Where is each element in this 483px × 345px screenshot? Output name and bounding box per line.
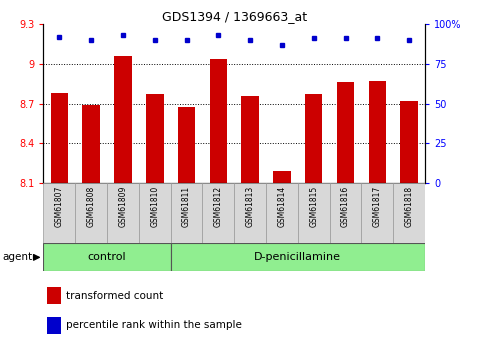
Text: GSM61813: GSM61813 <box>246 186 255 227</box>
Text: control: control <box>88 252 127 262</box>
Bar <box>273 171 291 183</box>
Bar <box>170 243 425 271</box>
Bar <box>178 108 195 183</box>
Text: GSM61818: GSM61818 <box>405 186 413 227</box>
Bar <box>393 183 425 243</box>
Text: agent: agent <box>2 253 32 262</box>
Title: GDS1394 / 1369663_at: GDS1394 / 1369663_at <box>162 10 307 23</box>
Text: D-penicillamine: D-penicillamine <box>255 252 341 262</box>
Text: GSM61810: GSM61810 <box>150 186 159 227</box>
Bar <box>139 183 170 243</box>
Text: percentile rank within the sample: percentile rank within the sample <box>66 321 242 331</box>
Bar <box>107 183 139 243</box>
Bar <box>83 105 100 183</box>
Text: GSM61817: GSM61817 <box>373 186 382 227</box>
Bar <box>75 183 107 243</box>
Bar <box>337 82 355 183</box>
Bar <box>51 93 68 183</box>
Bar <box>47 317 61 334</box>
Bar <box>361 183 393 243</box>
Bar <box>114 56 132 183</box>
Bar <box>170 183 202 243</box>
Bar <box>266 183 298 243</box>
Bar <box>369 81 386 183</box>
Bar <box>43 243 170 271</box>
Bar <box>400 101 418 183</box>
Text: GSM61814: GSM61814 <box>277 186 286 227</box>
Text: GSM61807: GSM61807 <box>55 186 64 227</box>
Bar <box>305 94 323 183</box>
Bar <box>242 96 259 183</box>
Text: GSM61811: GSM61811 <box>182 186 191 227</box>
Bar <box>210 59 227 183</box>
Bar <box>298 183 330 243</box>
Text: GSM61812: GSM61812 <box>214 186 223 227</box>
Bar <box>202 183 234 243</box>
Bar <box>43 183 75 243</box>
Text: transformed count: transformed count <box>66 290 164 300</box>
Text: GSM61809: GSM61809 <box>118 186 128 227</box>
Text: GSM61816: GSM61816 <box>341 186 350 227</box>
Text: GSM61815: GSM61815 <box>309 186 318 227</box>
Bar <box>329 183 361 243</box>
Text: GSM61808: GSM61808 <box>86 186 96 227</box>
Bar <box>234 183 266 243</box>
Bar <box>146 94 164 183</box>
Bar <box>47 287 61 304</box>
